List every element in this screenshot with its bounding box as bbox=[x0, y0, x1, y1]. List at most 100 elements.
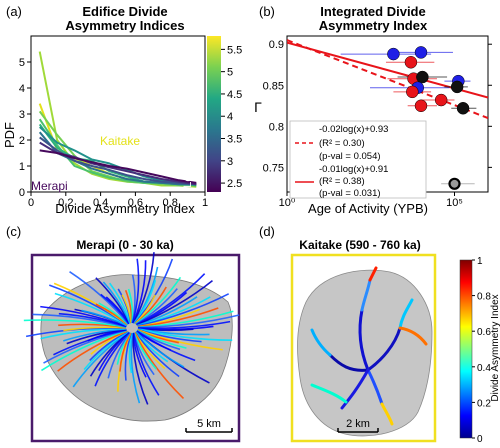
x-tick-label: 0.8 bbox=[163, 197, 178, 209]
x-tick-label: 10⁵ bbox=[446, 197, 463, 209]
panel-a-ylabel: PDF bbox=[2, 122, 17, 148]
y-tick-label: 5 bbox=[19, 57, 25, 69]
channel-segment bbox=[134, 331, 180, 378]
channel-segment bbox=[366, 368, 384, 406]
panel-a-series bbox=[38, 51, 197, 188]
legend-solid-eq: -0.01log(x)+0.91 bbox=[319, 164, 388, 175]
dai-colorbar-ticks: 1 0.8 0.6 0.4 0.2 0 bbox=[472, 256, 491, 445]
y-tick-label: 2 bbox=[19, 135, 25, 147]
channel-segment bbox=[136, 273, 206, 326]
channel-segment bbox=[310, 328, 332, 357]
channel-segment bbox=[72, 331, 129, 388]
dai-colorbar-tick-label: 0.2 bbox=[477, 398, 491, 409]
panel-c-title: Merapi (0 - 30 ka) bbox=[76, 238, 173, 252]
channel-segment bbox=[358, 308, 370, 372]
channel-segment bbox=[310, 383, 348, 404]
legend-dashed-r2: (R² = 0.30) bbox=[319, 138, 365, 149]
age-colorbar-tick-label: 4.5 bbox=[227, 89, 242, 101]
panel-d-letter: (d) bbox=[259, 224, 275, 239]
dai-colorbar-tick-label: 0.8 bbox=[477, 292, 491, 303]
y-tick-label: 1 bbox=[19, 161, 25, 173]
data-point bbox=[406, 85, 419, 99]
channel-segment bbox=[130, 332, 141, 404]
channel-segment bbox=[328, 353, 370, 372]
channel-segment bbox=[63, 326, 127, 332]
panel-b-points bbox=[287, 39, 488, 190]
channel-segment bbox=[32, 313, 127, 328]
channel-segment bbox=[137, 329, 223, 351]
merapi-scale-label: 5 km bbox=[197, 418, 221, 430]
legend-dashed-eq: -0.02log(x)+0.93 bbox=[319, 124, 388, 135]
channel-segment bbox=[398, 326, 428, 346]
data-point bbox=[414, 46, 428, 59]
channel-segment bbox=[137, 314, 240, 329]
pdf-series-line bbox=[38, 131, 197, 186]
channel-segment bbox=[398, 298, 414, 330]
panel-c-letter: (c) bbox=[6, 224, 21, 239]
pdf-series-line bbox=[39, 149, 197, 184]
data-point bbox=[404, 56, 418, 69]
x-tick-label: 0.4 bbox=[93, 197, 108, 209]
age-colorbar-tick-label: 4 bbox=[227, 111, 233, 123]
age-colorbar bbox=[207, 36, 221, 192]
dai-colorbar-tick-label: 0.6 bbox=[477, 327, 491, 338]
data-point bbox=[387, 47, 400, 61]
channel-segment bbox=[94, 331, 130, 387]
data-point bbox=[414, 99, 428, 113]
legend-solid-p: (p-val = 0.031) bbox=[319, 188, 381, 199]
channel-segment bbox=[69, 270, 130, 325]
channel-segment bbox=[98, 302, 129, 325]
kaitake-channels bbox=[310, 266, 428, 426]
y-tick-label: 0.8 bbox=[269, 121, 284, 133]
panel-d-map: (d) Kaitake (590 - 760 ka) 2 km 1 0.8 0.6 0… bbox=[259, 224, 500, 445]
channel-segment bbox=[136, 296, 198, 327]
panel-b-letter: (b) bbox=[259, 4, 275, 19]
age-colorbar-tick-label: 3.5 bbox=[227, 134, 242, 146]
age-colorbar-tick-label: 5.5 bbox=[227, 44, 242, 56]
kaitake-scale-label: 2 km bbox=[346, 418, 370, 430]
channel-segment bbox=[124, 332, 132, 381]
channel-segment bbox=[40, 305, 127, 328]
channel-segment bbox=[137, 307, 219, 328]
y-tick-label: 3 bbox=[19, 109, 25, 121]
x-tick-label: 1 bbox=[202, 197, 208, 209]
channel-segment bbox=[132, 260, 147, 324]
channel-segment bbox=[121, 294, 132, 324]
channel-segment bbox=[57, 330, 128, 372]
data-point bbox=[456, 102, 470, 115]
panel-b-title-2: Asymmetry Index bbox=[319, 18, 428, 33]
data-point bbox=[434, 93, 448, 107]
x-tick-label: 0.6 bbox=[128, 197, 143, 209]
channel-segment bbox=[135, 331, 185, 368]
panel-b-ylabel: Γ bbox=[254, 99, 262, 115]
channel-segment bbox=[380, 402, 394, 426]
channel-segment bbox=[133, 332, 157, 370]
age-colorbar-tick-label: 3 bbox=[227, 156, 233, 168]
channel-segment bbox=[131, 258, 140, 324]
legend-solid-r2: (R² = 0.38) bbox=[319, 176, 365, 187]
label-merapi: Merapi bbox=[31, 179, 68, 193]
panel-a-axes: 0 0.2 0.4 0.6 0.8 1 0 1 2 3 4 5 bbox=[19, 35, 208, 209]
data-point bbox=[416, 70, 429, 84]
panel-b-chart: (b) Integrated Divide Asymmetry Index Γ … bbox=[254, 4, 492, 216]
panel-a-title-1: Edifice Divide bbox=[82, 4, 167, 19]
channel-segment bbox=[41, 329, 128, 372]
channel-segment bbox=[133, 332, 185, 400]
dai-colorbar-tick-label: 0.4 bbox=[477, 363, 491, 374]
channel-segment bbox=[128, 332, 133, 374]
panel-a-letter: (a) bbox=[6, 4, 22, 19]
x-tick-label: 0 bbox=[28, 197, 34, 209]
y-tick-label: 0.85 bbox=[263, 80, 284, 92]
panel-b-xlabel: Age of Activity (YPB) bbox=[308, 201, 428, 216]
channel-segment bbox=[54, 292, 128, 326]
channel-segment bbox=[132, 252, 155, 324]
age-colorbar-tick-label: 5 bbox=[227, 67, 233, 79]
y-tick-label: 0 bbox=[19, 187, 25, 199]
panel-a-title-2: Asymmetry Indices bbox=[65, 18, 184, 33]
channel-segment bbox=[109, 282, 131, 324]
channel-segment bbox=[136, 330, 172, 351]
label-kaitake: Kaitake bbox=[100, 134, 140, 148]
dai-colorbar-label: Divide Asymmetry Index bbox=[490, 294, 500, 401]
channel-segment bbox=[131, 332, 149, 405]
legend-dashed-p: (p-val = 0.054) bbox=[319, 151, 381, 162]
